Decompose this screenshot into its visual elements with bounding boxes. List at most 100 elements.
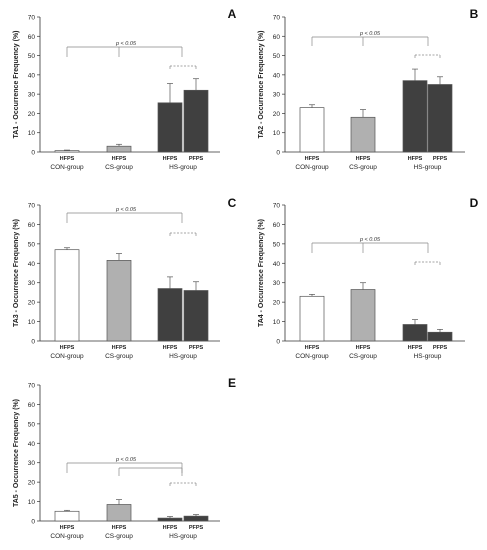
y-tick-label: 60: [273, 222, 281, 229]
bar-label: HFPS: [356, 345, 371, 351]
bar: [54, 249, 80, 342]
group-label: HS-group: [169, 164, 197, 171]
p-value-label: p < 0.05: [359, 31, 381, 37]
y-tick-label: 20: [273, 300, 281, 307]
bar: [299, 107, 325, 153]
bar-label: PFPS: [189, 525, 204, 531]
bar: [350, 116, 376, 153]
y-tick-label: 60: [28, 222, 36, 229]
chart-panel-e: 0 10 20 30 40 50 60 70 TA5 - Occurrence Frequenc…: [13, 376, 236, 540]
y-axis-title: TA1 - Occurrence Frequency (%): [13, 30, 20, 138]
y-tick-label: 10: [28, 130, 36, 137]
group-label: CON-group: [50, 164, 84, 171]
y-tick-label: 40: [28, 261, 36, 268]
group-label: CS-group: [105, 164, 133, 171]
bar: [157, 517, 183, 522]
y-tick-label: 70: [28, 15, 36, 22]
bar-label: HFPS: [305, 345, 320, 351]
bar: [402, 80, 428, 153]
bar: [402, 324, 428, 342]
y-tick-label: 40: [273, 261, 281, 268]
bar-label: HFPS: [305, 156, 320, 162]
y-tick-label: 20: [28, 111, 36, 118]
y-tick-label: 70: [273, 15, 281, 22]
bar-label: HFPS: [60, 525, 75, 531]
panel-letter: E: [228, 376, 236, 390]
group-label: HS-group: [169, 533, 197, 540]
bar-label: HFPS: [163, 525, 178, 531]
group-label: CS-group: [105, 533, 133, 540]
panel-letter: C: [228, 196, 237, 210]
bar-label: HFPS: [408, 345, 423, 351]
bar-label: PFPS: [433, 156, 448, 162]
bar: [157, 288, 183, 342]
chart-panel-d: 0 10 20 30 40 50 60 70 TA4 - Occurrence Frequenc…: [258, 196, 479, 360]
bar-label: PFPS: [433, 345, 448, 351]
y-tick-label: 0: [31, 150, 35, 157]
y-tick-label: 30: [273, 280, 281, 287]
y-tick-label: 10: [28, 499, 36, 506]
y-tick-label: 40: [273, 72, 281, 79]
bar: [106, 260, 132, 342]
bar: [427, 331, 453, 342]
group-label: CS-group: [349, 353, 377, 360]
panel-letter: B: [470, 7, 479, 21]
bar-label: HFPS: [112, 156, 127, 162]
chart-panel-c: 0 10 20 30 40 50 60 70 TA3 - Occurrence Frequenc…: [13, 196, 237, 360]
y-tick-label: 0: [31, 519, 35, 526]
bar-label: HFPS: [60, 156, 75, 162]
panel-letter: D: [470, 196, 479, 210]
bar: [427, 84, 453, 153]
y-tick-label: 60: [28, 34, 36, 41]
group-label: HS-group: [414, 353, 442, 360]
y-tick-label: 40: [28, 441, 36, 448]
bar-label: HFPS: [163, 156, 178, 162]
p-value-label: p < 0.05: [115, 41, 137, 47]
bar-label: HFPS: [60, 345, 75, 351]
chart-panel-a: 0 10 20 30 40 50 60 70 TA1 - Occurrence Frequenc…: [13, 7, 237, 171]
p-value-label: p < 0.05: [115, 457, 137, 463]
group-label: CON-group: [50, 353, 84, 360]
panel-letter: A: [228, 7, 237, 21]
y-tick-label: 70: [28, 203, 36, 210]
y-tick-label: 30: [28, 460, 36, 467]
bar-label: PFPS: [189, 156, 204, 162]
bar-label: PFPS: [189, 345, 204, 351]
group-label: CS-group: [105, 353, 133, 360]
y-axis-title: TA2 - Occurrence Frequency (%): [258, 30, 265, 138]
y-tick-label: 0: [31, 339, 35, 346]
y-tick-label: 30: [28, 92, 36, 99]
bar: [157, 102, 183, 153]
group-label: CS-group: [349, 164, 377, 171]
y-tick-label: 70: [273, 203, 281, 210]
group-label: CON-group: [295, 164, 329, 171]
bar: [183, 515, 209, 522]
y-axis-title: TA3 - Occurrence Frequency (%): [13, 219, 20, 327]
bar-label: HFPS: [112, 525, 127, 531]
y-tick-label: 10: [273, 319, 281, 326]
y-tick-label: 70: [28, 383, 36, 390]
group-label: HS-group: [169, 353, 197, 360]
y-tick-label: 20: [28, 300, 36, 307]
bar: [106, 145, 132, 153]
y-axis-title: TA4 - Occurrence Frequency (%): [258, 219, 265, 327]
p-value-label: p < 0.05: [115, 207, 137, 213]
y-tick-label: 60: [28, 402, 36, 409]
y-tick-label: 20: [273, 111, 281, 118]
bar: [106, 504, 132, 522]
y-axis-title: TA5 - Occurrence Frequency (%): [13, 399, 20, 507]
y-tick-label: 50: [28, 421, 36, 428]
y-tick-label: 20: [28, 480, 36, 487]
bar-label: HFPS: [112, 345, 127, 351]
y-tick-label: 50: [28, 53, 36, 60]
y-tick-label: 0: [276, 339, 280, 346]
y-tick-label: 30: [273, 92, 281, 99]
bar-label: HFPS: [408, 156, 423, 162]
bar-label: HFPS: [163, 345, 178, 351]
y-tick-label: 30: [28, 280, 36, 287]
bar-label: HFPS: [356, 156, 371, 162]
chart-panel-b: 0 10 20 30 40 50 60 70 TA2 - Occurrence Frequenc…: [258, 7, 479, 171]
y-tick-label: 10: [273, 130, 281, 137]
bar: [350, 289, 376, 342]
